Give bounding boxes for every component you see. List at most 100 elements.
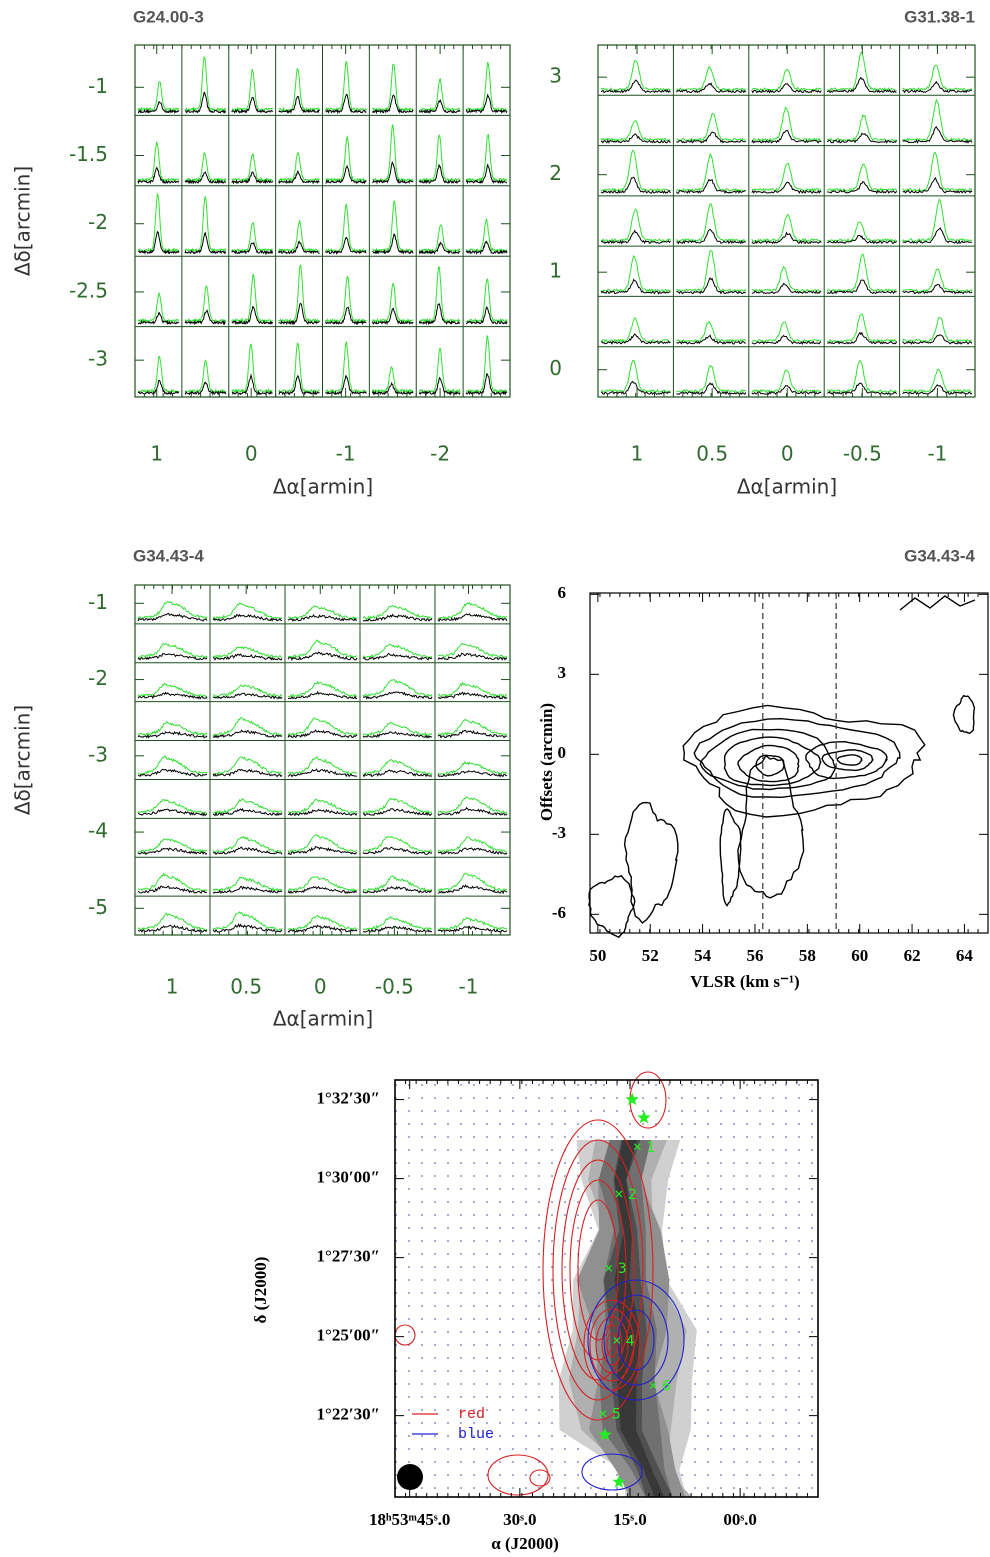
spectrum-black: [437, 884, 508, 895]
legend-label: red: [458, 1406, 485, 1423]
y-axis-label: δ (J2000): [251, 1257, 270, 1324]
spectrum-black: [437, 925, 508, 933]
x-axis-label: α (J2000): [491, 1534, 559, 1553]
spectrum-green: [826, 51, 897, 92]
spectrum-green: [137, 292, 180, 324]
spectrum-green: [600, 120, 671, 142]
spectrum-black: [137, 731, 208, 739]
spectrum-green: [137, 755, 208, 775]
y-tick-label: 2: [549, 161, 562, 185]
spectrum-green: [231, 68, 273, 113]
source-label: 2: [628, 1187, 637, 1203]
star: [598, 1427, 612, 1441]
spectrum-green: [137, 601, 208, 620]
spectrum-green: [371, 366, 414, 394]
spectrum-black: [137, 166, 180, 185]
y-tick-label: 1°27′30″: [317, 1247, 380, 1266]
beam: [397, 1464, 423, 1490]
spectrum-green: [287, 717, 358, 736]
panel-title: G24.00-3: [133, 7, 204, 26]
spectrum-green: [278, 151, 320, 183]
y-tick-label: -2.5: [69, 278, 108, 302]
source-marker: [605, 1264, 613, 1272]
y-tick-label: 1: [549, 259, 562, 283]
spectrum-black: [287, 690, 358, 700]
spectrum-black: [212, 692, 283, 700]
source-marker: [613, 1336, 621, 1344]
spectrum-black: [418, 303, 461, 326]
spectrum-green: [231, 153, 273, 183]
spectrum-green: [418, 224, 461, 254]
spectrum-green: [437, 872, 508, 892]
y-tick-label: 1°22′30″: [317, 1405, 380, 1424]
spectrum-green: [325, 134, 367, 183]
spectrum-green: [676, 65, 746, 92]
contour: [623, 801, 679, 924]
spectrum-green: [751, 162, 822, 193]
spectrum-black: [212, 923, 283, 933]
spectrum-black: [231, 171, 274, 185]
spectrum-black: [325, 164, 367, 185]
panel: 50 52 54 56 58 60 62 64 -6 -3 0 3 6 G34.43-4 VLSR (km …: [537, 546, 989, 991]
x-tick-label: 30ˢ.0: [503, 1510, 536, 1529]
spectrum-black: [600, 333, 671, 345]
y-tick-label: -3: [88, 347, 108, 371]
spectrum-black: [371, 381, 414, 396]
spectrum-green: [278, 220, 320, 253]
spectrum-black: [278, 95, 320, 115]
y-tick-label: -6: [552, 903, 566, 922]
outflow-contour: [595, 1316, 629, 1374]
spectrum-green: [184, 151, 227, 183]
spectrum-black: [362, 769, 433, 778]
spectrum-green: [212, 798, 283, 815]
spectrum-black: [437, 770, 508, 778]
spectrum-black: [287, 614, 358, 622]
spectrum-green: [137, 682, 208, 698]
spectrum-green: [751, 266, 822, 293]
contour: [693, 717, 901, 799]
x-tick-label: 1: [150, 442, 163, 466]
spectrum-black: [675, 178, 746, 194]
spectrum-black: [418, 163, 461, 185]
spectrum-green: [287, 605, 358, 620]
spectrum-black: [231, 97, 273, 114]
x-tick-label: 50: [589, 946, 606, 965]
spectrum-black: [676, 228, 746, 245]
spectrum-green: [418, 347, 461, 394]
spectrum-green: [137, 81, 180, 113]
source-marker: [633, 1143, 641, 1151]
spectrum-green: [231, 273, 273, 324]
spectrum-green: [600, 317, 671, 344]
y-tick-label: 1°30′00″: [317, 1168, 380, 1187]
panel-title: G34.43-4: [904, 546, 975, 565]
spectrum-green: [676, 112, 746, 142]
spectrum-black: [212, 653, 283, 661]
outflow-contour: [589, 1308, 635, 1382]
x-tick-label: 56: [746, 946, 763, 965]
spectrum-green: [371, 282, 414, 324]
spectrum-green: [418, 134, 461, 183]
spectrum-black: [902, 80, 973, 94]
spectrum-green: [902, 151, 973, 192]
panel: 1 0 -1 -2 -1 -1.5 -2 -2.5 -3 G24.00-3 Δα[armin] Δδ[…: [11, 7, 511, 499]
spectrum-black: [287, 808, 358, 817]
spectrum-black: [751, 231, 822, 245]
panel-title: G34.43-4: [133, 546, 204, 565]
star: [612, 1475, 626, 1488]
spectrum-black: [465, 240, 508, 255]
x-tick-label: 0: [245, 442, 258, 466]
source-label: 1: [646, 1140, 655, 1156]
outflow-contour: [529, 1469, 551, 1487]
x-tick-label: 0: [781, 442, 794, 466]
intensity-level: [614, 1140, 665, 1497]
spectrum-green: [137, 838, 208, 854]
spectrum-green: [826, 359, 897, 394]
spectrum-black: [676, 334, 746, 345]
spectrum-black: [600, 79, 671, 94]
panel-title: G31.38-1: [904, 7, 975, 26]
y-tick-label: -4: [88, 819, 108, 843]
source-marker: [599, 1410, 607, 1417]
x-tick-label: 0: [314, 975, 327, 999]
contour: [836, 754, 863, 766]
spectrum-black: [362, 886, 433, 894]
